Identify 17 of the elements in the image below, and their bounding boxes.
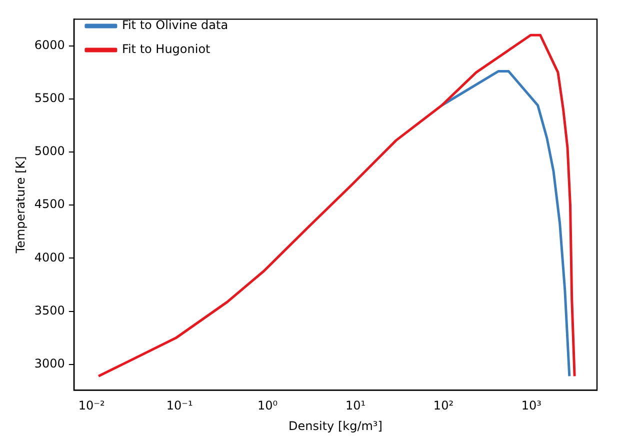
y-tick-label: 4000: [34, 250, 65, 264]
y-tick-label: 5000: [34, 144, 65, 158]
legend-label: Fit to Hugoniot: [122, 42, 211, 56]
x-tick-label: 10⁰: [257, 398, 278, 413]
y-axis-title: Temperature [K]: [13, 156, 28, 254]
x-tick-label: 10⁻¹: [166, 398, 193, 413]
y-tick-label: 6000: [34, 38, 65, 52]
x-tick-label: 10¹: [345, 398, 366, 413]
legend-label: Fit to Olivine data: [122, 18, 228, 32]
y-tick-label: 5500: [34, 91, 65, 106]
x-axis-title: Density [kg/m³]: [288, 418, 382, 433]
y-tick-label: 3500: [34, 303, 65, 318]
x-tick-label: 10³: [521, 398, 542, 413]
x-tick-label: 10²: [433, 398, 454, 413]
y-tick-label: 3000: [34, 356, 65, 371]
y-tick-label: 4500: [34, 197, 65, 212]
x-tick-label: 10⁻²: [78, 398, 105, 413]
